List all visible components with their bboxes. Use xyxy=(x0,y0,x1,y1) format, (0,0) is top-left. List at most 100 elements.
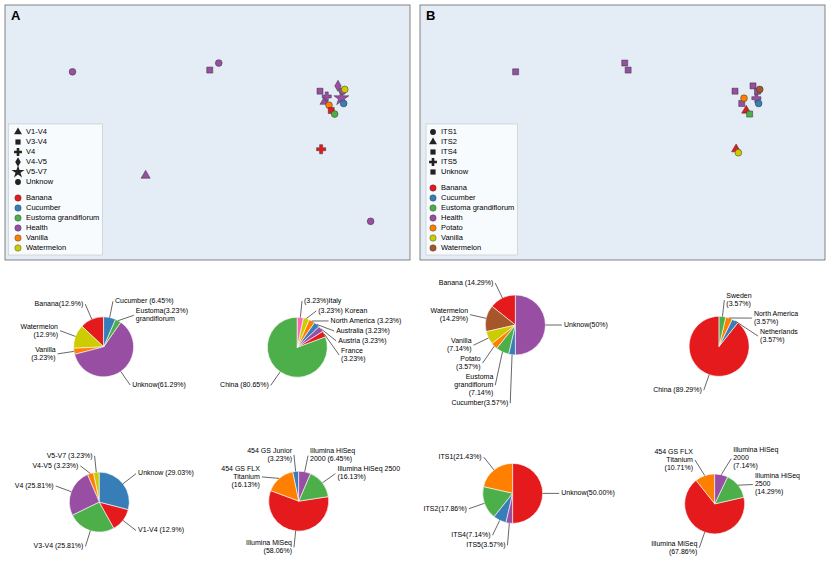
label-line: grandiflorum xyxy=(454,381,493,389)
legend-label: Vanilla xyxy=(26,233,49,242)
leader-line xyxy=(704,375,709,391)
leader-line xyxy=(495,352,502,385)
label-line: Sweden xyxy=(726,292,751,299)
point xyxy=(341,86,348,93)
legend-swatch xyxy=(430,195,436,201)
slice xyxy=(719,316,726,346)
label-line: Titanium xyxy=(233,473,260,480)
slice-label: China (80.65%) xyxy=(220,381,269,389)
label-line: Australia (3.23%) xyxy=(336,327,390,335)
label-line: V5-V7 (3.23%) xyxy=(47,452,93,460)
legend: ITS1ITS2ITS4ITS5UnknowBananaCucumberEust… xyxy=(426,124,517,255)
slice-label: Banana (14.29%) xyxy=(439,279,493,287)
label-line: Illumina MiSeq xyxy=(246,539,292,547)
slice-label: Watermelon(12.9%) xyxy=(21,323,59,339)
point xyxy=(367,218,374,225)
leader-line xyxy=(695,460,705,476)
label-line: V1-V4 (12.9%) xyxy=(138,526,184,534)
slice-label: Illumina HiSeq2000(7.14%) xyxy=(733,446,778,470)
pie-cell: China (80.65%)France(3.23%)Austria (3.23… xyxy=(220,297,401,389)
legend-label: Eustoma grandiflorum xyxy=(26,213,99,222)
label-line: Eustoma(3.23%) xyxy=(136,307,188,315)
legend-swatch xyxy=(15,235,21,241)
label-line: ITS2(17.86%) xyxy=(424,505,467,513)
slice-label: (3.23%) Korean xyxy=(318,307,367,315)
legend-label: V4-V5 xyxy=(26,157,47,166)
plot-background xyxy=(5,5,410,260)
leader-line xyxy=(80,466,90,474)
legend-label: ITS1 xyxy=(441,127,457,136)
pie: Banana(12.9%) Watermelon(12.9%) Vanilla(3.… xyxy=(21,297,188,389)
legend-swatch xyxy=(430,215,436,221)
legend-swatch xyxy=(15,205,21,211)
pie-cell: Banana(12.9%) Watermelon(12.9%) Vanilla(3.… xyxy=(21,297,188,389)
label-line: (58.06%) xyxy=(264,547,292,555)
slice xyxy=(515,295,545,355)
slice-label: V5-V7 (3.23%) xyxy=(47,452,93,460)
slice-label: Unknow(50%) xyxy=(564,321,608,329)
label-line: Illumina HiSeq xyxy=(755,472,800,480)
pie: 454 GS FLXTitanium(10.71%)Illumina MiSeq… xyxy=(651,446,800,555)
slice-label: Unknow(61.29%) xyxy=(132,381,186,389)
leader-line xyxy=(56,486,71,492)
point xyxy=(755,100,762,107)
label-line: Watermelon xyxy=(431,307,469,314)
label-line: North America (3.23%) xyxy=(331,317,402,325)
point xyxy=(322,92,331,101)
slice-label: Banana(12.9%) xyxy=(35,300,84,308)
slice-label: Illumina MiSeq(67.86%) xyxy=(651,540,697,556)
points xyxy=(69,60,374,225)
leader-line xyxy=(469,503,485,508)
label-line: Unknow(50.00%) xyxy=(561,489,615,497)
label-line: North America xyxy=(754,310,798,317)
point xyxy=(340,100,347,107)
label-line: (67.86%) xyxy=(669,548,697,556)
slice-label: Cucumber(3.57%) xyxy=(451,399,508,407)
leader-line xyxy=(545,325,562,326)
slice-label: ITS5(3.57%) xyxy=(466,541,505,549)
label-line: Potato xyxy=(460,355,480,362)
point xyxy=(735,149,742,156)
slice-label: Unknow(50.00%) xyxy=(561,489,615,497)
leader-line xyxy=(262,477,279,479)
slice-label: Illumina MiSeq(58.06%) xyxy=(246,539,292,555)
leader-line xyxy=(470,315,486,319)
pie-cell: ITS1(21.43%)ITS2(17.86%)ITS4(7.14%)ITS5(… xyxy=(424,453,615,549)
leader-line xyxy=(123,520,136,530)
point xyxy=(732,88,738,94)
slice-label: North America (3.23%) xyxy=(331,317,402,325)
label-line: 454 GS FLX xyxy=(221,465,260,472)
legend-label: Cucumber xyxy=(26,203,61,212)
slice-label: ITS1(21.43%) xyxy=(439,453,482,461)
legend-label: Health xyxy=(26,223,48,232)
leader-line xyxy=(110,301,113,317)
point xyxy=(141,170,150,178)
pie: China (89.29%)Netherlands(3.57%)North Am… xyxy=(653,292,798,394)
pie: China (80.65%)France(3.23%)Austria (3.23… xyxy=(220,297,401,389)
label-line: 2000 (6.45%) xyxy=(310,455,352,463)
label-line: (3.23%) xyxy=(267,455,292,463)
label-line: 2000 xyxy=(733,454,749,461)
legend-swatch xyxy=(15,225,21,231)
label-line: France xyxy=(341,347,363,354)
pie-cell: V5-V7 (3.23%)V4-V5 (3.23%)V4 (25.81%)V3-… xyxy=(15,452,194,551)
leader-line xyxy=(306,311,316,319)
label-line: Illumina HiSeq xyxy=(310,447,355,455)
label-line: (3.57%) xyxy=(754,318,779,326)
slice-label: Vanilla(3.23%) xyxy=(31,346,56,362)
slice xyxy=(719,317,732,346)
legend-swatch xyxy=(15,245,21,251)
leader-line xyxy=(123,474,136,484)
label-line: Cucumber(3.57%) xyxy=(451,399,508,407)
legend-label: Unknow xyxy=(26,177,54,186)
leader-line xyxy=(495,283,502,298)
legend-label: Potato xyxy=(441,223,463,232)
label-line: Cucumber (6.45%) xyxy=(115,297,174,305)
point xyxy=(622,60,628,66)
leader-line xyxy=(118,315,134,320)
pie-cell: 454 GS Junior(3.23%)454 GS FLXTitanium(1… xyxy=(221,447,400,556)
legend-marker xyxy=(430,169,435,174)
label-line: (7.14%) xyxy=(733,462,758,470)
leader-line xyxy=(484,457,494,470)
legend-marker xyxy=(14,148,22,156)
